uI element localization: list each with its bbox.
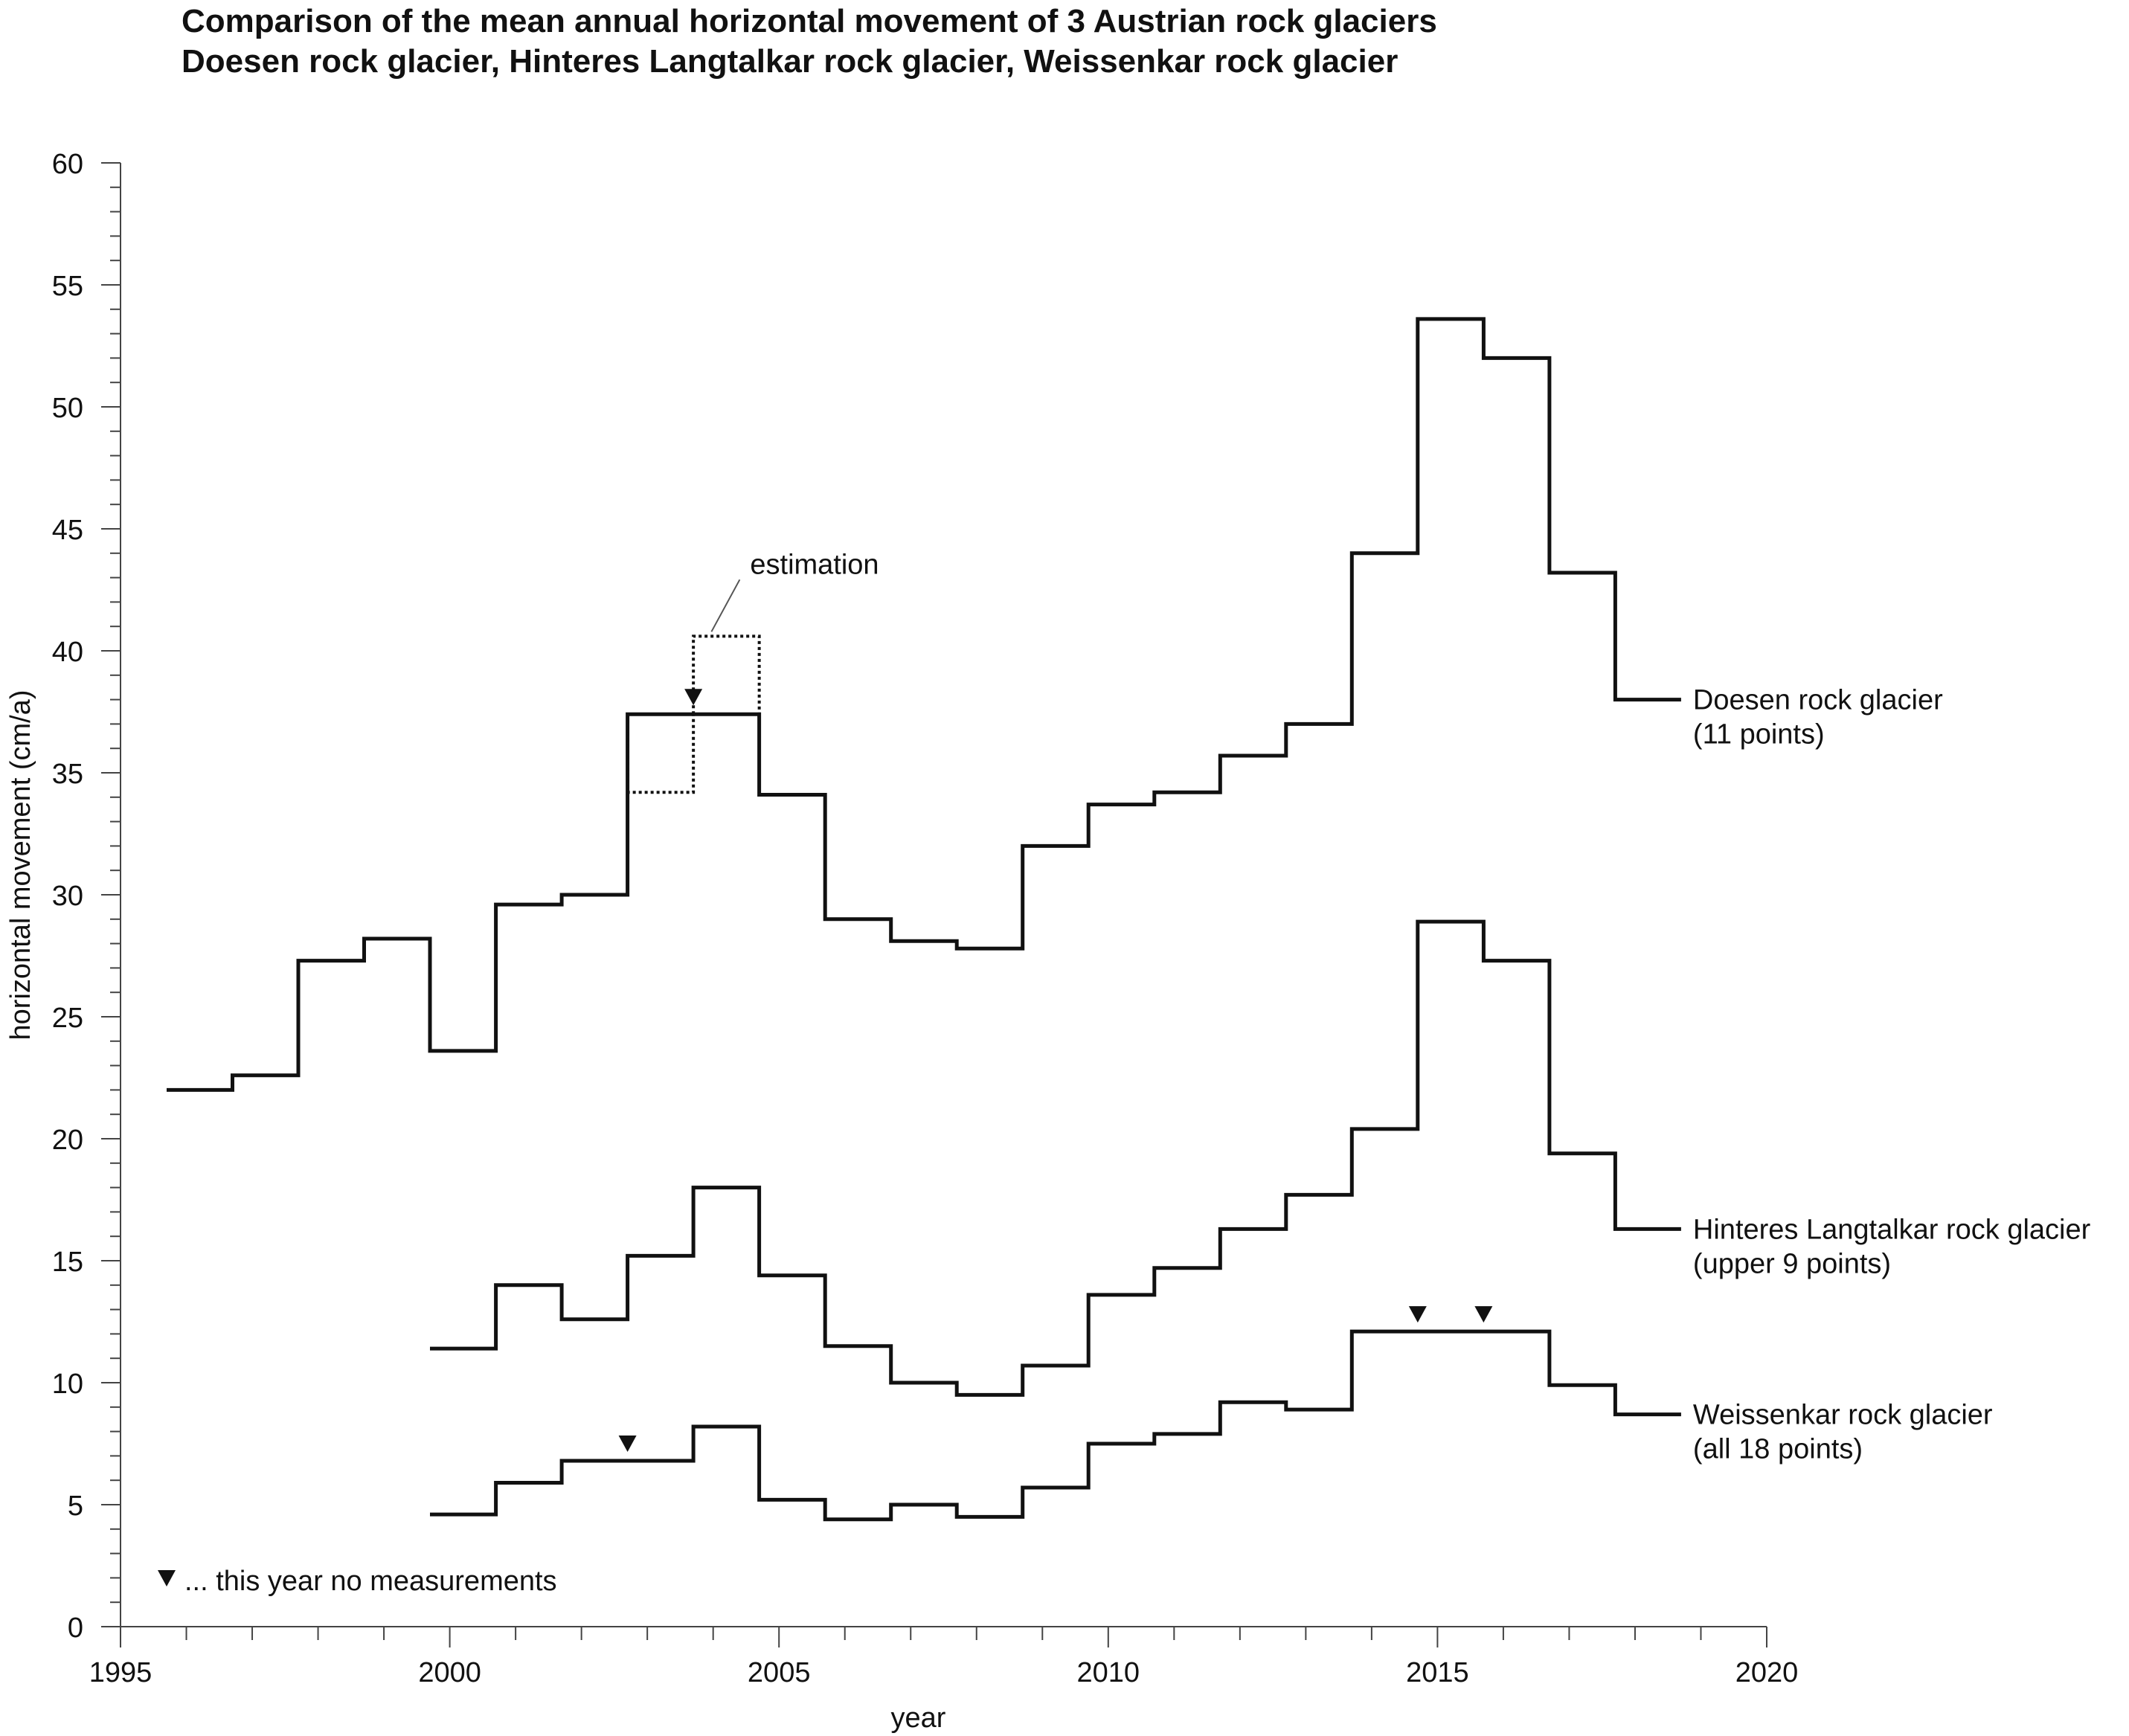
series-label: Hinteres Langtalkar rock glacier: [1693, 1214, 2091, 1245]
estimation-segment: [692, 634, 761, 715]
series-label: Weissenkar rock glacier: [1693, 1400, 1993, 1431]
x-tick-label: 2015: [1406, 1657, 1469, 1688]
y-tick-label: 35: [52, 759, 83, 790]
x-tick-label: 1995: [89, 1657, 152, 1688]
y-tick-label: 0: [68, 1613, 83, 1644]
chart-title-line2: Doesen rock glacier, Hinteres Langtalkar…: [182, 43, 1399, 80]
series-line-2: [430, 1329, 1681, 1522]
series-label-sub: (11 points): [1693, 719, 1825, 750]
no-measurement-marker: [1408, 1306, 1427, 1323]
y-tick-label: 55: [52, 271, 83, 302]
y-tick-label: 40: [52, 637, 83, 668]
y-tick-label: 60: [52, 149, 83, 180]
estimation-pointer: [710, 579, 741, 632]
series-label: Doesen rock glacier: [1693, 685, 1943, 716]
estimation-segment: [626, 714, 696, 794]
series-label-sub: (upper 9 points): [1693, 1248, 1891, 1279]
no-measurement-marker: [618, 1435, 637, 1452]
axis-ticks: 0 5 10 15 20 25 30 35 40 45 50 55 60 1995 2000 2005 2010…: [52, 149, 1799, 1688]
no-measurement-marker: [1474, 1306, 1493, 1323]
x-tick-label: 2005: [748, 1657, 811, 1688]
y-tick-label: 5: [68, 1491, 83, 1522]
estimation-label: estimation: [750, 549, 879, 580]
series-label-sub: (all 18 points): [1693, 1434, 1863, 1465]
y-tick-label: 25: [52, 1003, 83, 1034]
x-tick-label: 2000: [418, 1657, 481, 1688]
x-tick-label: 2020: [1735, 1657, 1799, 1688]
annotations: estimation ... this year no measurements: [158, 549, 1493, 1597]
series-group: Doesen rock glacier(11 points) Hinteres L…: [167, 317, 2091, 1522]
axes: year horizontal movement (cm/a): [5, 163, 1767, 1734]
y-tick-label: 20: [52, 1125, 83, 1156]
series-line-1: [430, 919, 1681, 1397]
x-tick-label: 2010: [1077, 1657, 1140, 1688]
legend-marker-icon: [158, 1570, 176, 1586]
y-tick-label: 10: [52, 1369, 83, 1400]
chart-title-line1: Comparison of the mean annual horizontal…: [182, 3, 1437, 39]
y-tick-label: 15: [52, 1247, 83, 1278]
x-axis-label: year: [891, 1703, 946, 1734]
no-measurement-marker: [684, 689, 703, 706]
y-tick-label: 45: [52, 515, 83, 546]
series-line-0: [167, 317, 1681, 1092]
y-axis-label: horizontal movement (cm/a): [5, 690, 36, 1041]
legend-note: ... this year no measurements: [184, 1566, 557, 1597]
y-tick-label: 50: [52, 393, 83, 424]
y-tick-label: 30: [52, 881, 83, 912]
